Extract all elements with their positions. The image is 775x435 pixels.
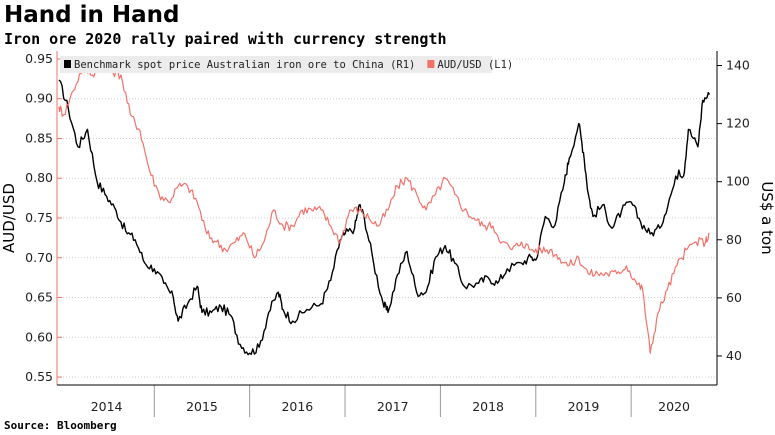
left-tick-label: 0.75 — [25, 210, 53, 225]
chart-title: Hand in Hand — [4, 2, 180, 28]
left-axis: 0.55 0.60 0.65 0.70 0.75 0.80 0.85 0.90 0.95 — [25, 51, 62, 385]
left-axis-title: AUD/USD — [0, 183, 18, 253]
iron-ore-line — [58, 79, 711, 356]
x-tick-label: 2017 — [377, 399, 409, 414]
year-dividers — [153, 385, 632, 417]
aud-usd-line — [58, 61, 710, 354]
x-tick-label: 2016 — [281, 399, 313, 414]
left-tick-label: 0.70 — [25, 250, 53, 265]
left-tick-label: 0.95 — [25, 51, 53, 66]
left-tick-label: 0.60 — [25, 329, 53, 344]
left-tick-label: 0.90 — [25, 91, 53, 106]
left-tick-label: 0.85 — [25, 130, 53, 145]
left-tick-label: 0.65 — [25, 290, 53, 305]
x-tick-label: 2014 — [91, 399, 123, 414]
legend-label: AUD/USD (L1) — [437, 59, 513, 71]
legend-swatch — [64, 60, 71, 68]
right-tick-label: 60 — [726, 290, 742, 305]
x-tick-label: 2019 — [568, 399, 600, 414]
x-axis: 2014 2015 2016 2017 2018 2019 2020 — [57, 384, 717, 414]
right-tick-label: 80 — [726, 232, 742, 247]
x-tick-label: 2020 — [658, 399, 690, 414]
legend: Benchmark spot price Australian iron ore… — [60, 56, 513, 73]
x-tick-label: 2018 — [472, 399, 504, 414]
right-tick-label: 140 — [726, 58, 750, 73]
left-tick-label: 0.80 — [25, 170, 53, 185]
x-tick-label: 2015 — [186, 399, 218, 414]
right-axis: 40 60 80 100 120 140 — [716, 51, 750, 385]
source-note: Source: Bloomberg — [4, 419, 117, 432]
series-layer — [58, 61, 711, 356]
right-axis-title: US$ a ton — [758, 181, 775, 254]
legend-swatch — [427, 60, 435, 68]
legend-background — [60, 56, 492, 73]
chart-subtitle: Iron ore 2020 rally paired with currency… — [4, 30, 447, 48]
right-tick-label: 120 — [726, 116, 750, 131]
right-tick-label: 100 — [726, 174, 750, 189]
right-tick-label: 40 — [726, 348, 742, 363]
legend-label: Benchmark spot price Australian iron ore… — [74, 59, 415, 71]
left-tick-label: 0.55 — [25, 369, 53, 384]
